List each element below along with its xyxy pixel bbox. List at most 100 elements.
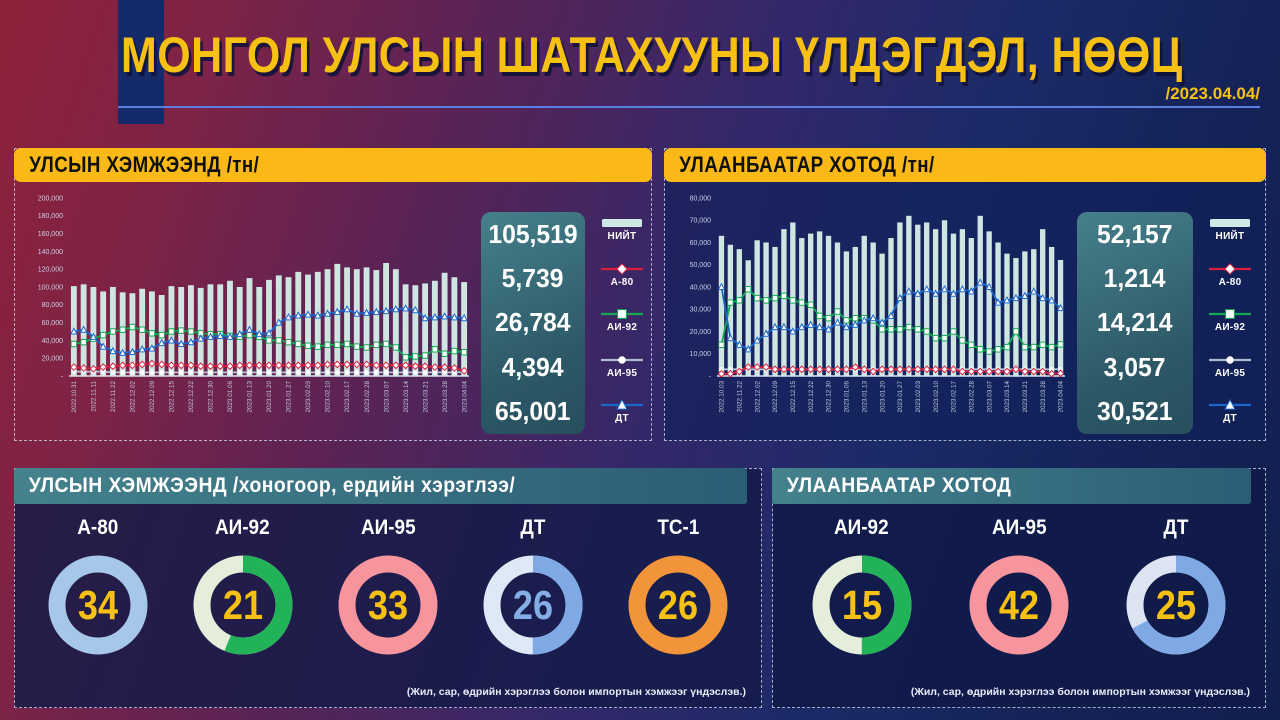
svg-text:20,000: 20,000: [690, 329, 712, 336]
svg-text:2022.11.22: 2022.11.22: [737, 381, 744, 413]
svg-text:2022.12.09: 2022.12.09: [149, 381, 156, 413]
series-ДТ: [717, 278, 1065, 353]
donut-А-80: А-80 34: [39, 514, 157, 664]
svg-text:60,000: 60,000: [690, 240, 712, 247]
donut-ring: 25: [1117, 546, 1235, 664]
legend-label: АИ-92: [606, 322, 638, 333]
donut-days-value: 26: [513, 581, 554, 628]
svg-text:2023.04.04: 2023.04.04: [461, 381, 468, 413]
legend-label: ДТ: [615, 413, 629, 424]
total-bars: [718, 215, 1064, 376]
svg-text:60,000: 60,000: [42, 320, 64, 327]
x-axis-labels: 2022.10.03 2022.11.22 2022.12.02 2022.12.09…: [719, 381, 1065, 413]
donut-ring-svg: [48, 555, 148, 655]
svg-text:2022.12.15: 2022.12.15: [169, 381, 176, 413]
total-value-АИ-95: 3,057: [1104, 351, 1166, 382]
page-title: МОНГОЛ УЛСЫН ШАТАХУУНЫ ҮЛДЭГДЭЛ, НӨӨЦ: [121, 27, 1183, 83]
donut-АИ-92: АИ-92 21: [184, 514, 302, 664]
total-value-ДТ: 30,521: [1097, 396, 1173, 427]
donut-АИ-92: АИ-92 15: [803, 514, 921, 664]
ulaanbaatar-bar-line-chart: 80,000 70,000 60,000 50,000 40,000 30,000 20,0…: [690, 195, 1065, 413]
svg-text:2023.03.28: 2023.03.28: [1040, 381, 1047, 413]
donut-ring: 15: [803, 546, 921, 664]
total-value-НИЙТ: 52,157: [1097, 218, 1173, 249]
total-value-А-80: 1,214: [1104, 263, 1166, 294]
report-date: /2023.04.04/: [1165, 84, 1260, 103]
svg-text:2023.02.03: 2023.02.03: [915, 381, 922, 413]
svg-text:2022.12.30: 2022.12.30: [208, 381, 215, 413]
title-accent-bar: [118, 0, 164, 124]
svg-text:2022.12.02: 2022.12.02: [130, 381, 137, 413]
national-days-title: УЛСЫН ХЭМЖЭЭНД /хоногоор, ердийн хэрэглэ…: [28, 474, 516, 497]
ulaanbaatar-days-header: УЛААНБААТАР ХОТОД: [772, 468, 1251, 504]
panel-national-title: УЛСЫН ХЭМЖЭЭНД /тн/: [29, 152, 260, 177]
svg-text:2023.03.21: 2023.03.21: [1022, 381, 1029, 413]
svg-text:2023.02.17: 2023.02.17: [344, 381, 351, 413]
legend-swatch-triangle: [601, 398, 643, 410]
donut-ring-svg: [628, 555, 728, 655]
ulaanbaatar-chart-row: 80,000 70,000 60,000 50,000 40,000 30,000 20,0…: [665, 182, 1265, 438]
legend-item-ДТ: ДТ: [1207, 398, 1253, 424]
legend-item-АИ-92: АИ-92: [1207, 307, 1253, 333]
donut-ring-svg: [1126, 555, 1226, 655]
svg-text:2023.01.06: 2023.01.06: [844, 381, 851, 413]
donut-ТС-1: ТС-1 26: [619, 514, 737, 664]
panel-ulaanbaatar-header: УЛААНБААТАР ХОТОД /тн/: [664, 148, 1266, 182]
ulaanbaatar-legend: НИЙТ А-80 АИ-92 АИ-95 ДТ: [1199, 216, 1261, 424]
legend-item-ДТ: ДТ: [599, 398, 645, 424]
svg-text:2023.01.27: 2023.01.27: [286, 381, 293, 413]
legend-label: АИ-95: [1214, 367, 1246, 379]
legend-swatch-diamond: [601, 262, 643, 275]
svg-text:100,000: 100,000: [38, 284, 63, 291]
legend-label: А-80: [610, 276, 634, 288]
donut-fuel-label: ДТ: [520, 516, 546, 539]
svg-text:2023.01.13: 2023.01.13: [247, 381, 254, 413]
donut-ring-svg: [338, 555, 438, 655]
svg-text:200,000: 200,000: [38, 195, 63, 202]
legend-label: НИЙТ: [1215, 231, 1245, 242]
panel-ulaanbaatar-title: УЛААНБААТАР ХОТОД /тн/: [679, 152, 935, 177]
svg-text:2022.11.11: 2022.11.11: [91, 381, 98, 412]
svg-text:2023.01.27: 2023.01.27: [897, 381, 904, 413]
svg-text:140,000: 140,000: [38, 249, 63, 256]
legend-swatch-circle: [601, 355, 643, 364]
legend-swatch-square: [1209, 309, 1251, 319]
svg-text:-: -: [61, 373, 64, 380]
y-axis-labels: 200,000 180,000 160,000 140,000 120,000 100,0…: [38, 195, 64, 380]
national-days-note: (Жил, сар, өдрийн хэрэглээ болон импорты…: [406, 686, 746, 698]
donut-ring: 42: [960, 546, 1078, 664]
svg-text:2022.12.02: 2022.12.02: [754, 381, 761, 413]
legend-swatch-triangle: [1209, 398, 1251, 410]
svg-text:20,000: 20,000: [42, 356, 64, 363]
donut-ДТ: ДТ 26: [474, 514, 592, 664]
total-value-А-80: 5,739: [502, 263, 564, 294]
svg-text:10,000: 10,000: [690, 351, 712, 358]
svg-text:2022.10.03: 2022.10.03: [719, 381, 726, 413]
svg-text:2023.02.03: 2023.02.03: [305, 381, 312, 413]
donut-АИ-95: АИ-95 33: [329, 514, 447, 664]
donut-days-value: 25: [1156, 581, 1197, 628]
series-ДТ: [70, 304, 468, 356]
donut-АИ-95: АИ-95 42: [960, 514, 1078, 664]
total-value-ДТ: 65,001: [495, 396, 571, 427]
svg-text:70,000: 70,000: [690, 218, 712, 225]
total-value-АИ-92: 14,214: [1097, 307, 1173, 338]
donut-fuel-label: АИ-92: [834, 516, 889, 539]
donut-fuel-label: АИ-95: [360, 516, 416, 539]
svg-text:2023.02.17: 2023.02.17: [951, 381, 958, 413]
panel-national-tons: УЛСЫН ХЭМЖЭЭНД /тн/ 200,000 180,000 160,00…: [14, 148, 652, 441]
svg-text:40,000: 40,000: [690, 284, 712, 291]
legend-item-А-80: А-80: [1207, 262, 1253, 288]
panel-ulaanbaatar-tons: УЛААНБААТАР ХОТОД /тн/ 80,000 70,000 60,00…: [664, 148, 1266, 441]
svg-text:2023.01.13: 2023.01.13: [861, 381, 868, 413]
svg-text:40,000: 40,000: [42, 338, 64, 345]
svg-text:2022.12.30: 2022.12.30: [826, 381, 833, 413]
legend-label: А-80: [1218, 276, 1242, 288]
series-А-80: [69, 359, 469, 375]
ulaanbaatar-days-title: УЛААНБААТАР ХОТОД: [786, 474, 1012, 497]
total-value-АИ-95: 4,394: [502, 351, 564, 382]
legend-swatch-bar: [1210, 219, 1250, 227]
svg-text:2022.11.22: 2022.11.22: [110, 381, 117, 413]
legend-item-НИЙТ: НИЙТ: [1207, 216, 1253, 242]
donut-days-value: 26: [658, 581, 699, 628]
